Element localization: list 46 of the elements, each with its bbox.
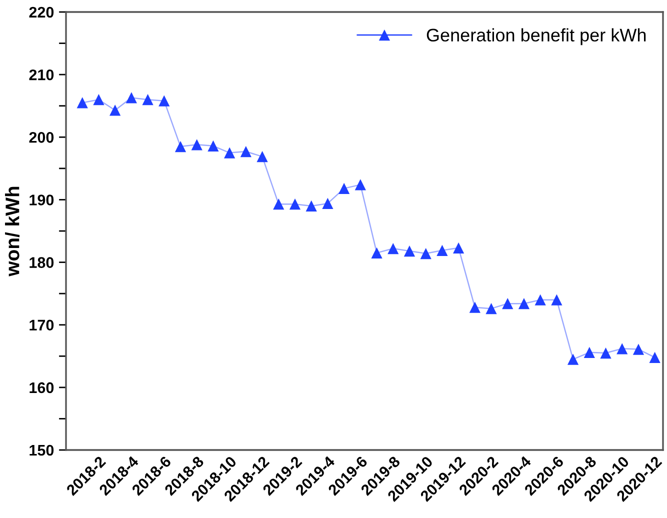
point	[273, 198, 284, 210]
point	[420, 248, 432, 260]
point	[338, 182, 350, 194]
point	[174, 140, 186, 152]
point	[158, 95, 170, 106]
point	[93, 94, 104, 106]
point	[632, 344, 644, 355]
point	[126, 92, 137, 104]
point	[371, 247, 382, 258]
point	[256, 150, 268, 162]
point	[191, 139, 202, 150]
point	[567, 354, 579, 365]
point	[584, 346, 595, 358]
point	[208, 140, 219, 152]
y-tick-label: 160	[30, 382, 54, 394]
point	[534, 294, 546, 306]
y-tick-label: 170	[30, 320, 54, 331]
y-tick-label: 180	[30, 257, 54, 268]
point	[551, 294, 562, 306]
point	[388, 242, 399, 254]
point	[110, 104, 121, 116]
point	[600, 347, 612, 359]
point	[649, 352, 660, 363]
point	[502, 298, 514, 310]
point	[486, 303, 497, 314]
point	[452, 242, 464, 254]
point	[404, 245, 416, 257]
y-tick-label: 210	[29, 69, 54, 80]
point	[289, 198, 301, 210]
point	[142, 94, 154, 106]
point	[322, 198, 334, 210]
point	[76, 97, 88, 108]
y-tick-label: 200	[29, 132, 54, 143]
point	[469, 302, 480, 313]
point	[616, 343, 628, 354]
legend-label: Generation benefit per kWh	[426, 28, 646, 46]
y-tick-label: 190	[30, 194, 54, 206]
y-axis-title: won/ kWh	[5, 186, 20, 276]
point	[224, 147, 236, 158]
y-tick-label: 150	[30, 444, 54, 456]
y-tick-label: 220	[29, 6, 54, 18]
point	[240, 146, 252, 158]
point	[436, 244, 448, 256]
point	[306, 200, 317, 212]
point	[354, 179, 366, 190]
point	[518, 298, 530, 310]
